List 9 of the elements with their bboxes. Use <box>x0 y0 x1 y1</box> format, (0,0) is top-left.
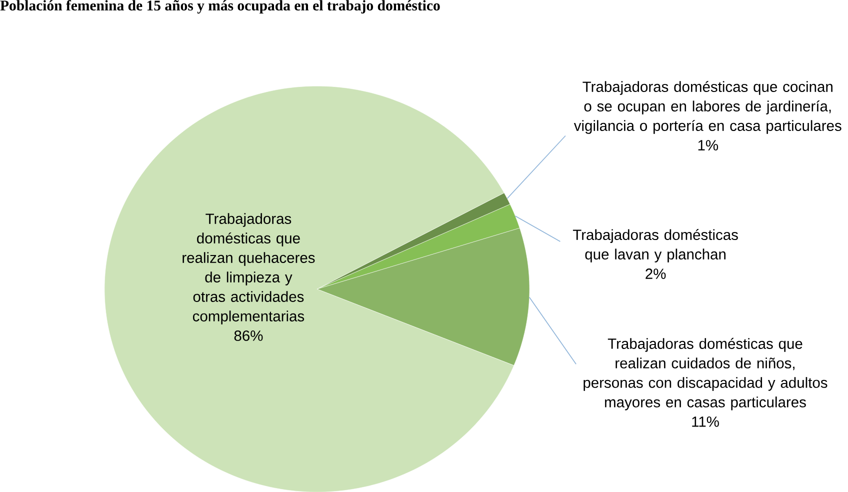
slice-label: Trabajadoras domésticas que realizan cuidados de niños, personas con discapacidad y adultos mayores en casas particulares <box>584 338 828 410</box>
data-label: 11% <box>692 416 719 427</box>
slice-label: Trabajadoras domésticas que realizan quehaceres de limpieza y otras actividades complementarias <box>182 213 315 324</box>
chart-title: Población femenina de 15 años y más ocupada en el trabajo doméstico <box>0 0 440 14</box>
data-label: 1% <box>698 140 718 150</box>
data-label: 86% <box>234 330 263 341</box>
slice-label: Trabajadoras domésticas que cocinan o se ocupan en labores de jardinería, vigilancia o portería en casa particulares <box>574 80 842 134</box>
slice-label: Trabajadoras domésticas que lavan y planchan <box>572 228 738 262</box>
data-label: 2% <box>646 268 666 279</box>
